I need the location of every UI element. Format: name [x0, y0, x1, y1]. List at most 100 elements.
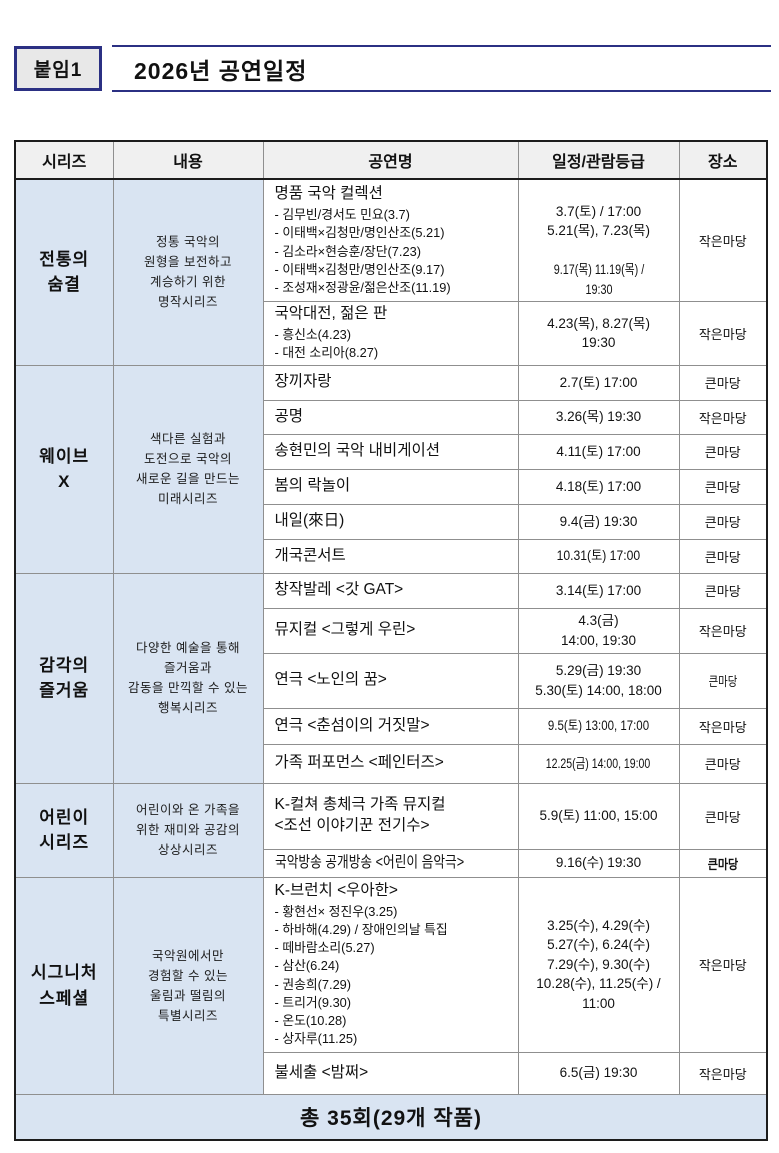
- performance-cell: K-컬쳐 총체극 가족 뮤지컬 <조선 이야기꾼 전기수>: [262, 782, 519, 850]
- venue-cell: 작은마당: [678, 1051, 768, 1095]
- venue-cell: 큰마당: [678, 572, 768, 609]
- series-cell: 어린이 시리즈: [14, 782, 114, 878]
- performance-title: 뮤지컬 <그렇게 우린>: [274, 621, 416, 639]
- table-row: 불세출 <밤쩌> 6.5(금) 19:30 작은마당: [15, 1051, 768, 1095]
- series-cell: 시그니처 스페셜: [14, 876, 114, 1095]
- performance-title: 송현민의 국악 내비게이션: [274, 442, 440, 460]
- table-row: 연극 <춘섬이의 거짓말> 9.5(토) 13:00, 17:00 작은마당: [15, 707, 768, 745]
- venue-cell: 큰마당: [678, 743, 768, 784]
- venue-cell: 작은마당: [678, 707, 768, 745]
- attachment-badge: 붙임1: [14, 46, 102, 91]
- venue-cell: 큰마당: [678, 468, 768, 505]
- performance-title: 내일(來日): [274, 512, 345, 530]
- schedule-text: 9.5(토) 13:00, 17:00: [547, 718, 650, 734]
- performance-title: 공명: [274, 407, 304, 425]
- schedule-cell: 3.7(토) / 17:00 5.21(목), 7.23(목) 9.17(목) …: [517, 178, 680, 303]
- venue-cell: 작은마당: [678, 301, 768, 366]
- performance-cell: 명품 국악 컬렉션 - 김무빈/경서도 민요(3.7) - 이태백×김청만/명인…: [262, 178, 519, 303]
- performance-cell: 봄의 락놀이: [262, 468, 519, 505]
- schedule-text: 12.25(금) 14:00, 19:00: [546, 755, 651, 771]
- schedule-text-compressed: 9.17(목) 11.19(목) / 19:30: [553, 262, 644, 297]
- table-row: 가족 퍼포먼스 <페인터즈> 12.25(금) 14:00, 19:00 큰마당: [15, 743, 768, 784]
- performance-title: 명품 국악 컬렉션: [274, 185, 383, 203]
- series-description: 어린이와 온 가족을 위한 재미와 공감의 상상시리즈: [112, 782, 264, 878]
- venue-cell: 큰마당: [678, 652, 768, 709]
- performance-cell: 국악방송 공개방송 <어린이 음악극>: [262, 848, 519, 878]
- performance-title: K-브런치 <우아한>: [274, 882, 398, 900]
- series-description: 국악원에서만 경험할 수 있는 울림과 떨림의 특별시리즈: [112, 876, 264, 1095]
- performance-cell: 송현민의 국악 내비게이션: [262, 433, 519, 470]
- performance-title: 개국콘서트: [274, 546, 346, 564]
- performance-title: K-컬쳐 총체극 가족 뮤지컬 <조선 이야기꾼 전기수>: [274, 796, 446, 835]
- performance-cell: 연극 <춘섬이의 거짓말>: [262, 707, 519, 745]
- performance-title: 장끼자랑: [274, 373, 332, 391]
- performance-cell: 창작발레 <갓 GAT>: [262, 572, 519, 609]
- performance-title: 봄의 락놀이: [274, 477, 351, 495]
- performance-items: - 김무빈/경서도 민요(3.7) - 이태백×김청만/명인산조(5.21) -…: [274, 207, 451, 295]
- venue-cell: 큰마당: [678, 782, 768, 850]
- performance-title: 연극 <노인의 꿈>: [274, 671, 387, 689]
- total-count: 총 35회(29개 작품): [14, 1093, 768, 1141]
- venue-cell: 작은마당: [678, 399, 768, 435]
- series-cell: 감각의 즐거움: [14, 572, 114, 784]
- venue-cell: 작은마당: [678, 607, 768, 654]
- performance-schedule-table: 시리즈 내용 공연명 일정/관람등급 장소 전통의 숨결 정통 국악의 원형을 …: [14, 140, 768, 1142]
- performance-cell: 국악대전, 젊은 판 - 흥신소(4.23) - 대전 소리아(8.27): [262, 301, 519, 366]
- col-header-venue: 장소: [678, 140, 768, 180]
- venue-cell: 작은마당: [678, 876, 768, 1053]
- venue-text: 큰마당: [708, 674, 738, 690]
- col-header-schedule: 일정/관람등급: [517, 140, 680, 180]
- schedule-cell: 4.11(토) 17:00: [517, 433, 680, 470]
- table-row: 연극 <노인의 꿈> 5.29(금) 19:30 5.30(토) 14:00, …: [15, 652, 768, 709]
- series-description: 정통 국악의 원형을 보전하고 계승하기 위한 명작시리즈: [112, 178, 264, 366]
- schedule-cell: 12.25(금) 14:00, 19:00: [517, 743, 680, 784]
- performance-cell: 연극 <노인의 꿈>: [262, 652, 519, 709]
- venue-cell: 큰마당: [678, 538, 768, 574]
- venue-cell: 작은마당: [678, 178, 768, 303]
- performance-title: 국악방송 공개방송 <어린이 음악극>: [274, 853, 464, 871]
- performance-title: 불세출 <밤쩌>: [274, 1063, 369, 1081]
- table-row: 공명 3.26(목) 19:30 작은마당: [15, 399, 768, 435]
- table-row: 내일(來日) 9.4(금) 19:30 큰마당: [15, 503, 768, 540]
- table-row: 봄의 락놀이 4.18(토) 17:00 큰마당: [15, 468, 768, 505]
- table-row: 시그니처 스페셜 국악원에서만 경험할 수 있는 울림과 떨림의 특별시리즈 K…: [14, 876, 768, 1095]
- col-header-series: 시리즈: [14, 140, 114, 180]
- series-cell: 웨이브 X: [14, 364, 114, 574]
- performance-cell: 내일(來日): [262, 503, 519, 540]
- table-row: 국악대전, 젊은 판 - 흥신소(4.23) - 대전 소리아(8.27) 4.…: [15, 301, 768, 366]
- schedule-cell: 9.16(수) 19:30: [517, 848, 680, 878]
- performance-cell: 가족 퍼포먼스 <페인터즈>: [262, 743, 519, 784]
- schedule-cell: 9.4(금) 19:30: [517, 503, 680, 540]
- performance-title: 가족 퍼포먼스 <페인터즈>: [274, 754, 444, 772]
- schedule-cell: 3.26(목) 19:30: [517, 399, 680, 435]
- schedule-cell: 6.5(금) 19:30: [517, 1051, 680, 1095]
- performance-title: 창작발레 <갓 GAT>: [274, 581, 404, 599]
- schedule-cell: 3.14(토) 17:00: [517, 572, 680, 609]
- schedule-cell: 3.25(수), 4.29(수) 5.27(수), 6.24(수) 7.29(수…: [517, 876, 680, 1053]
- schedule-cell: 4.23(목), 8.27(목) 19:30: [517, 301, 680, 366]
- total-row: 총 35회(29개 작품): [14, 1093, 768, 1141]
- series-description: 색다른 실험과 도전으로 국악의 새로운 길을 만드는 미래시리즈: [112, 364, 264, 574]
- schedule-cell: 2.7(토) 17:00: [517, 364, 680, 401]
- performance-cell: K-브런치 <우아한> - 황현선× 정진우(3.25) - 하바해(4.29)…: [262, 876, 519, 1053]
- performance-title: 연극 <춘섬이의 거짓말>: [274, 716, 430, 734]
- schedule-cell: 4.18(토) 17:00: [517, 468, 680, 505]
- venue-cell: 큰마당: [678, 364, 768, 401]
- schedule-cell: 5.9(토) 11:00, 15:00: [517, 782, 680, 850]
- schedule-cell: 5.29(금) 19:30 5.30(토) 14:00, 18:00: [517, 652, 680, 709]
- performance-cell: 공명: [262, 399, 519, 435]
- performance-cell: 개국콘서트: [262, 538, 519, 574]
- performance-items: - 황현선× 정진우(3.25) - 하바해(4.29) / 장애인의날 특집 …: [274, 903, 448, 1047]
- schedule-text: 10.31(토) 17:00: [556, 548, 641, 564]
- table-row: 어린이 시리즈 어린이와 온 가족을 위한 재미와 공감의 상상시리즈 K-컬쳐…: [14, 782, 768, 878]
- performance-items: - 흥신소(4.23) - 대전 소리아(8.27): [274, 327, 379, 361]
- performance-cell: 불세출 <밤쩌>: [262, 1051, 519, 1095]
- table-row: 웨이브 X 색다른 실험과 도전으로 국악의 새로운 길을 만드는 미래시리즈 …: [14, 364, 768, 574]
- col-header-content: 내용: [112, 140, 264, 180]
- venue-text: 큰마당: [707, 856, 738, 872]
- performance-cell: 장끼자랑: [262, 364, 519, 401]
- schedule-cell: 4.3(금) 14:00, 19:30: [517, 607, 680, 654]
- table-header-row: 시리즈 내용 공연명 일정/관람등급 장소: [14, 140, 768, 180]
- table-row: 전통의 숨결 정통 국악의 원형을 보전하고 계승하기 위한 명작시리즈 명품 …: [14, 178, 768, 366]
